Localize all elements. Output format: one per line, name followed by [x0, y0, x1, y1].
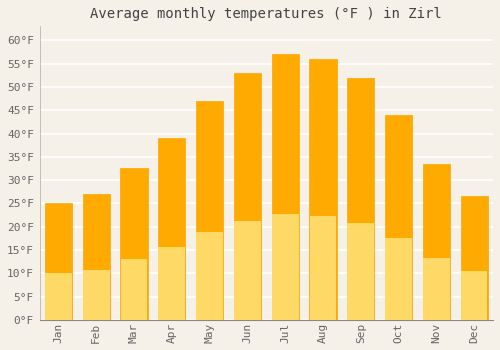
Bar: [120, 168, 148, 320]
Bar: [158, 247, 185, 320]
Bar: [348, 223, 374, 320]
Bar: [272, 214, 298, 320]
Bar: [83, 270, 110, 320]
Bar: [234, 73, 261, 320]
Bar: [385, 238, 412, 320]
Bar: [120, 259, 148, 320]
Bar: [461, 271, 487, 320]
Bar: [310, 216, 336, 320]
Bar: [347, 78, 374, 320]
Title: Average monthly temperatures (°F ) in Zirl: Average monthly temperatures (°F ) in Zi…: [90, 7, 442, 21]
Bar: [158, 138, 186, 320]
Bar: [423, 258, 450, 320]
Bar: [460, 196, 488, 320]
Bar: [423, 164, 450, 320]
Bar: [385, 115, 412, 320]
Bar: [234, 221, 260, 320]
Bar: [45, 203, 72, 320]
Bar: [45, 273, 72, 320]
Bar: [196, 101, 223, 320]
Bar: [310, 59, 336, 320]
Bar: [272, 54, 299, 320]
Bar: [82, 194, 110, 320]
Bar: [196, 232, 223, 320]
